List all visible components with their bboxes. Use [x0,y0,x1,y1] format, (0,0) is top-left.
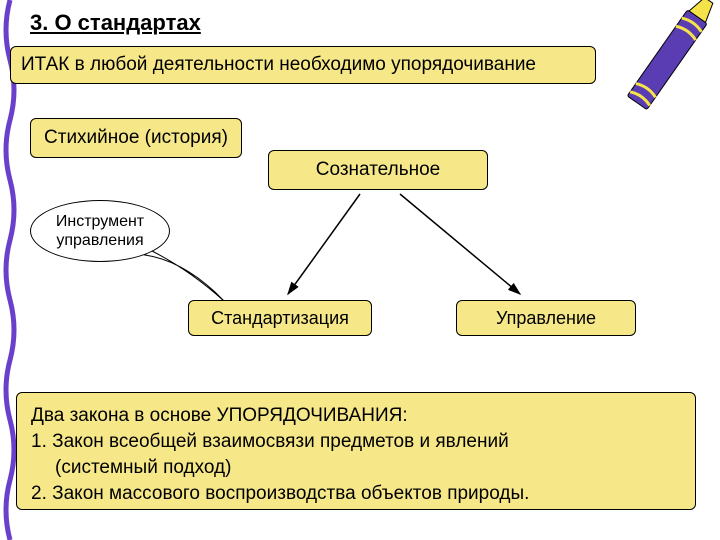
law-line-2: (системный подход) [31,455,681,481]
box-standardization: Стандартизация [188,300,372,336]
law-line-1: 1. Закон всеобщей взаимосвязи предметов … [31,429,681,455]
box-standardization-text: Стандартизация [211,308,349,329]
box-management-text: Управление [496,308,596,329]
box-management: Управление [456,300,636,336]
law-line-0: Два закона в основе УПОРЯДОЧИВАНИЯ: [31,403,681,429]
law-line-3: 2. Закон массового воспроизводства объек… [31,481,681,507]
box-two-laws: Два закона в основе УПОРЯДОЧИВАНИЯ: 1. З… [16,392,696,510]
